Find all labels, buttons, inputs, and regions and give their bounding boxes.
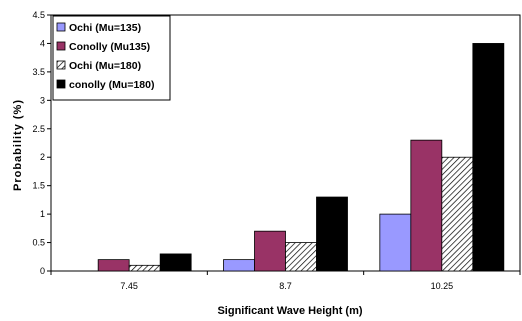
bar bbox=[159, 253, 192, 272]
legend-swatch bbox=[56, 60, 66, 70]
y-axis-title: Probability (%) bbox=[12, 99, 24, 191]
y-tick-label: 2.5 bbox=[32, 124, 45, 134]
y-tick-label: 4.5 bbox=[32, 10, 45, 20]
y-tick-label: 3 bbox=[40, 95, 45, 105]
legend-swatch bbox=[56, 41, 66, 51]
bar bbox=[97, 259, 130, 272]
bar bbox=[285, 242, 317, 272]
bar bbox=[441, 156, 474, 272]
x-tick-label: 7.45 bbox=[120, 281, 138, 291]
legend-box bbox=[52, 15, 171, 101]
legend-label: Ochi (Mu=180) bbox=[69, 60, 141, 72]
bar bbox=[254, 230, 286, 272]
bar bbox=[472, 43, 505, 272]
y-tick-label: 0.5 bbox=[32, 238, 45, 248]
y-tick-label: 1.5 bbox=[32, 181, 45, 191]
bar bbox=[223, 259, 255, 272]
y-tick-label: 2 bbox=[40, 152, 45, 162]
legend-label: Ochi (Mu=135) bbox=[69, 22, 141, 34]
y-tick-label: 1 bbox=[40, 209, 45, 219]
legend-label: Conolly (Mu135) bbox=[69, 41, 150, 53]
x-axis-title: Significant Wave Height (m) bbox=[217, 305, 362, 317]
legend-label: conolly (Mu=180) bbox=[69, 79, 154, 91]
bar bbox=[128, 264, 161, 272]
y-tick-label: 0 bbox=[40, 266, 45, 276]
x-tick-label: 10.25 bbox=[431, 281, 454, 291]
y-tick-label: 3.5 bbox=[32, 67, 45, 77]
y-tick-label: 4 bbox=[40, 38, 45, 48]
legend-swatch bbox=[56, 22, 66, 32]
legend: Ochi (Mu=135) Conolly (Mu135) Ochi (Mu=180… bbox=[52, 15, 171, 101]
legend-swatch bbox=[56, 79, 66, 89]
bar bbox=[410, 139, 443, 272]
plot-area: 0 0.5 1 1.5 2 2.5 3 3.5 4 4.5 7.45 8.7 10.25 bbox=[32, 10, 521, 291]
bar bbox=[316, 196, 348, 272]
x-tick-label: 8.7 bbox=[279, 281, 292, 291]
bar bbox=[379, 213, 412, 272]
